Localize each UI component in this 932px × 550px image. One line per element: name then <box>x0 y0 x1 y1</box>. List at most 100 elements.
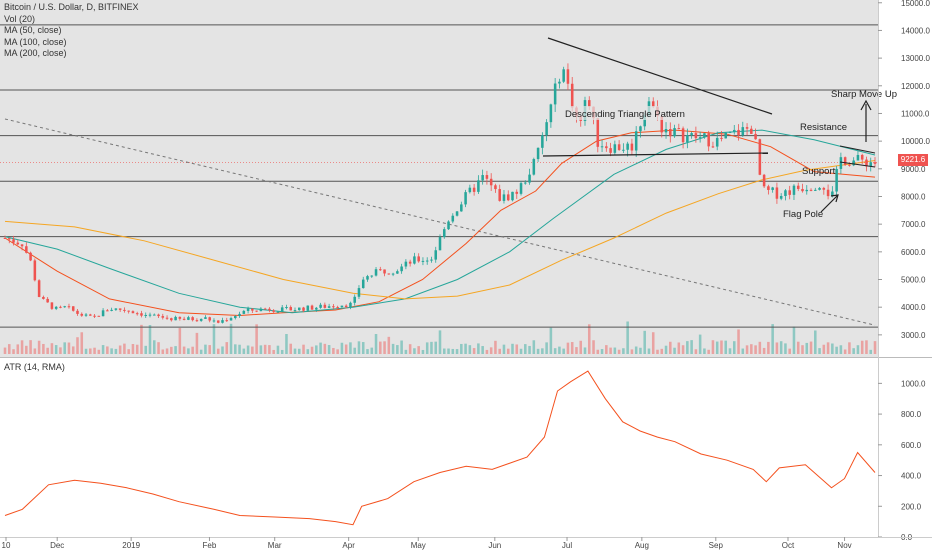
time-axis-label: Aug <box>635 541 649 550</box>
candle-body <box>634 131 638 151</box>
volume-bar <box>417 346 420 354</box>
candle-body <box>25 246 28 253</box>
volume-bar <box>796 341 800 354</box>
candle-body <box>724 132 728 139</box>
volume-bar <box>255 324 258 354</box>
ma100-line <box>4 129 876 314</box>
candle-body <box>97 315 101 317</box>
volume-bar <box>221 346 224 354</box>
volume-bar <box>754 345 757 354</box>
candle-body <box>455 211 459 216</box>
candle-body <box>182 318 186 320</box>
annotation-sharp-move-up: Sharp Move Up <box>831 89 897 100</box>
flag-upper-line <box>839 145 876 154</box>
volume-bar <box>805 342 809 354</box>
volume-bar <box>489 347 493 354</box>
volume-bar <box>626 321 629 354</box>
candle-body <box>728 132 732 134</box>
candle-body <box>425 260 429 262</box>
time-axis-label: May <box>411 541 426 550</box>
price-axis-label: 8000.0 <box>901 192 926 201</box>
candle-body <box>826 189 830 197</box>
candle-body <box>686 135 689 143</box>
volume-bar <box>570 342 574 354</box>
volume-bar <box>71 346 75 354</box>
candle-body <box>221 320 224 323</box>
candle-body <box>123 309 126 311</box>
volume-bar <box>191 346 194 354</box>
time-axis[interactable]: 10 Dec 2019 Feb Mar Apr May Jun Jul Aug Sep Oct Nov <box>2 537 852 550</box>
volume-bar <box>29 340 32 354</box>
legend-ma50[interactable]: MA (50, close) <box>4 25 62 35</box>
legend-volume[interactable]: Vol (20) <box>4 13 36 24</box>
candle-body <box>379 269 382 271</box>
volume-bar <box>42 343 45 354</box>
candle-body <box>831 191 834 197</box>
volume-bar <box>114 348 118 354</box>
atr-indicator-label[interactable]: ATR (14, RMA) <box>4 362 65 372</box>
candle-body <box>76 310 79 314</box>
volume-bar <box>732 341 736 354</box>
triangle-support-line <box>542 152 769 157</box>
volume-bar <box>528 345 531 354</box>
price-axis-label: 4000.0 <box>901 303 926 312</box>
volume-bar <box>268 345 271 354</box>
candle-body <box>464 192 467 205</box>
volume-bar <box>669 341 672 354</box>
volume-bar <box>762 347 766 354</box>
volume-bar <box>681 345 685 354</box>
volume-bar <box>204 344 207 354</box>
candle-body <box>310 305 314 310</box>
volume-bar <box>814 330 817 354</box>
candle-body <box>707 133 710 147</box>
volume-bar <box>413 348 416 354</box>
candle-body <box>651 101 655 107</box>
volume-bar <box>532 340 536 354</box>
volume-bar <box>715 341 719 354</box>
price-axis-label: 5000.0 <box>901 276 926 285</box>
triangle-top-trendline <box>547 37 773 115</box>
volume-bar <box>613 347 617 354</box>
volume-bar <box>59 347 62 354</box>
candle-body <box>148 314 152 316</box>
volume-bar <box>865 340 868 354</box>
candle-body <box>255 310 258 312</box>
volume-bar <box>157 342 160 354</box>
volume-bar <box>67 342 71 354</box>
candle-body <box>195 320 199 322</box>
volume-bar <box>728 348 732 354</box>
flag-lower-line <box>839 161 876 168</box>
price-axis[interactable]: 3000.0 4000.0 5000.0 6000.0 7000.0 8000.0 9000… <box>878 0 930 340</box>
candle-body <box>302 307 305 311</box>
volume-bar <box>310 346 314 354</box>
candle-body <box>511 191 514 201</box>
candle-body <box>20 244 24 247</box>
volume-bar <box>84 348 88 354</box>
volume-bar <box>779 341 783 354</box>
candle-body <box>451 215 455 222</box>
volume-bar <box>361 342 365 354</box>
volume-bar <box>199 349 203 354</box>
candle-body <box>541 135 544 148</box>
volume-bar <box>605 345 608 354</box>
volume-bar <box>140 324 143 354</box>
legend-ma200[interactable]: MA (200, close) <box>4 48 67 58</box>
volume-bar <box>387 336 391 354</box>
time-axis-label: 10 <box>2 541 11 550</box>
atr-axis-label: 1000.0 <box>901 379 926 388</box>
candle-body <box>485 175 489 179</box>
legend-ma100[interactable]: MA (100, close) <box>4 36 67 47</box>
atr-axis-label: 200.0 <box>901 502 922 511</box>
candle-body <box>170 318 173 321</box>
dashed-trendline <box>4 118 876 326</box>
volume-bar <box>750 344 753 354</box>
legend-symbol[interactable]: Bitcoin / U.S. Dollar, D, BITFINEX <box>4 2 139 12</box>
volume-bar <box>741 348 745 354</box>
candle-body <box>528 174 531 183</box>
candle-body <box>715 137 719 147</box>
candle-body <box>438 237 442 251</box>
candle-body <box>570 83 574 108</box>
candle-body <box>609 148 612 153</box>
candle-body <box>643 115 646 127</box>
